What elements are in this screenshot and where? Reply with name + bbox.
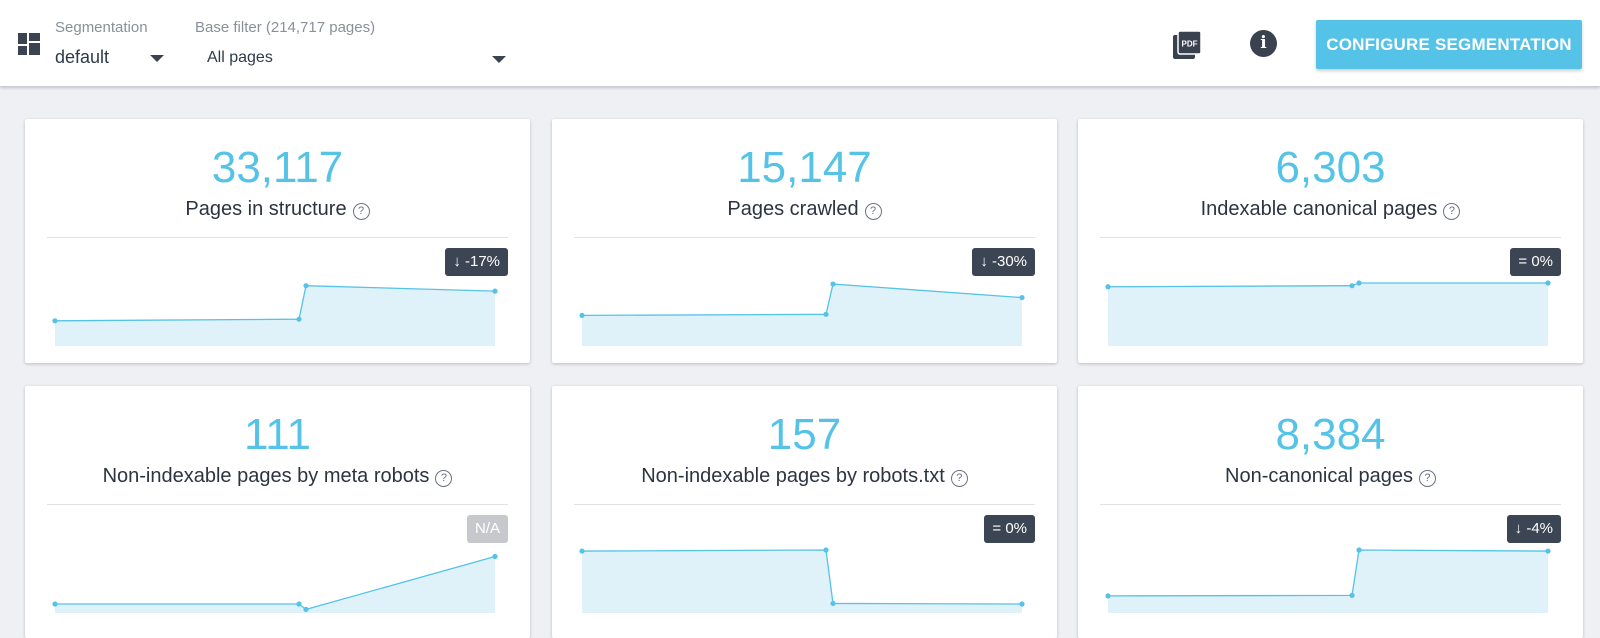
- metric-title-text: Indexable canonical pages: [1200, 198, 1438, 220]
- trend-badge: = 0%: [1510, 248, 1561, 276]
- segmentation-label: Segmentation: [55, 19, 148, 36]
- sparkline-line: [581, 549, 1023, 605]
- sparkline-chart: [52, 553, 498, 613]
- segmentation-dropdown[interactable]: default: [55, 47, 110, 67]
- sparkline-point[interactable]: [296, 316, 302, 322]
- sparkline-area: [582, 550, 1022, 613]
- sparkline-point[interactable]: [579, 548, 585, 554]
- divider: [574, 504, 1035, 505]
- configure-segmentation-button[interactable]: CONFIGURE SEGMENTATION: [1316, 20, 1582, 69]
- sparkline-area: [55, 556, 495, 613]
- metric-title-text: Pages crawled: [727, 198, 859, 220]
- segmentation-chevron-down-icon[interactable]: [150, 55, 164, 62]
- sparkline-point[interactable]: [1019, 294, 1025, 301]
- metric-value: 6,303: [1275, 143, 1386, 192]
- sparkline-point[interactable]: [579, 312, 585, 318]
- metric-value: 8,384: [1275, 410, 1386, 459]
- sparkline-chart: [579, 547, 1025, 613]
- sparkline-line: [54, 285, 496, 322]
- sparkline-point[interactable]: [296, 601, 302, 607]
- sparkline-area: [1108, 550, 1548, 613]
- svg-text:PDF: PDF: [1182, 40, 1198, 49]
- info-icon[interactable]: i: [1250, 30, 1277, 57]
- help-icon[interactable]: ?: [435, 470, 453, 487]
- divider: [1100, 237, 1561, 238]
- sparkline-line: [581, 283, 1023, 317]
- sparkline-line: [1107, 282, 1548, 288]
- metric-title: Non-indexable pages by meta robots?: [25, 465, 530, 488]
- sparkline-line: [1107, 549, 1549, 597]
- sparkline-chart: [579, 281, 1025, 346]
- pdf-export-icon[interactable]: PDF: [1172, 30, 1202, 60]
- metric-value: 15,147: [737, 143, 872, 192]
- metric-value: 111: [244, 410, 311, 459]
- sparkline-point[interactable]: [303, 606, 309, 612]
- sparkline-point[interactable]: [830, 281, 836, 287]
- sparkline-point[interactable]: [492, 288, 498, 294]
- metric-card-pages-crawled[interactable]: 15,147 Pages crawled? ↓ -30%: [552, 119, 1057, 363]
- metric-title: Indexable canonical pages?: [1078, 198, 1583, 221]
- top-toolbar: Segmentation default Base filter (214,71…: [0, 0, 1600, 87]
- sparkline-point[interactable]: [823, 547, 829, 553]
- sparkline-point[interactable]: [1105, 284, 1111, 290]
- help-icon[interactable]: ?: [864, 203, 882, 220]
- metric-title-text: Pages in structure: [185, 198, 347, 220]
- sparkline-point[interactable]: [830, 600, 836, 607]
- sparkline-point[interactable]: [1019, 601, 1025, 607]
- help-icon[interactable]: ?: [352, 203, 370, 220]
- sparkline-chart: [52, 283, 498, 346]
- sparkline-chart: [1105, 280, 1551, 346]
- trend-badge: N/A: [466, 515, 508, 543]
- sparkline-point[interactable]: [1356, 280, 1362, 286]
- sparkline-line: [55, 555, 496, 611]
- base-filter-label: Base filter (214,717 pages): [195, 19, 376, 36]
- sparkline-point[interactable]: [1105, 593, 1111, 599]
- metric-title: Non-canonical pages?: [1078, 465, 1583, 488]
- divider: [1100, 504, 1561, 505]
- trend-badge: ↓ -4%: [1506, 515, 1561, 543]
- metric-title-text: Non-indexable pages by meta robots: [102, 465, 430, 487]
- divider: [47, 504, 508, 505]
- sparkline-point[interactable]: [492, 553, 498, 560]
- sparkline-point[interactable]: [52, 601, 58, 607]
- help-icon[interactable]: ?: [950, 470, 968, 487]
- sparkline-area: [1108, 283, 1548, 346]
- divider: [47, 237, 508, 238]
- sparkline-point[interactable]: [1349, 283, 1355, 289]
- segmentation-dashboard-icon: [18, 33, 40, 55]
- sparkline-point[interactable]: [1349, 592, 1355, 598]
- metric-value: 33,117: [211, 143, 344, 192]
- metric-title-text: Non-canonical pages: [1225, 465, 1413, 487]
- metric-card-non-indexable-robots-txt[interactable]: 157 Non-indexable pages by robots.txt? =…: [552, 386, 1057, 638]
- metric-title: Pages crawled?: [552, 198, 1057, 221]
- sparkline-area: [55, 285, 495, 346]
- divider: [574, 237, 1035, 238]
- metric-title-text: Non-indexable pages by robots.txt: [641, 465, 945, 487]
- sparkline-point[interactable]: [823, 311, 829, 317]
- metric-card-pages-in-structure[interactable]: 33,117 Pages in structure? ↓ -17%: [25, 119, 530, 363]
- metric-title: Non-indexable pages by robots.txt?: [552, 465, 1057, 488]
- help-icon[interactable]: ?: [1443, 203, 1461, 220]
- sparkline-point[interactable]: [52, 318, 58, 324]
- sparkline-point[interactable]: [1545, 548, 1551, 554]
- metric-card-non-canonical-pages[interactable]: 8,384 Non-canonical pages? ↓ -4%: [1078, 386, 1583, 638]
- sparkline-point[interactable]: [303, 283, 309, 289]
- sparkline-point[interactable]: [1545, 280, 1551, 286]
- sparkline-point[interactable]: [1356, 547, 1362, 553]
- trend-badge: ↓ -30%: [972, 248, 1035, 276]
- trend-badge: ↓ -17%: [445, 248, 508, 276]
- sparkline-chart: [1105, 547, 1551, 613]
- metric-value: 157: [767, 410, 842, 459]
- help-icon[interactable]: ?: [1418, 470, 1436, 487]
- metric-card-non-indexable-meta-robots[interactable]: 111 Non-indexable pages by meta robots? …: [25, 386, 530, 638]
- base-filter-chevron-down-icon[interactable]: [492, 56, 506, 63]
- metric-title: Pages in structure?: [25, 198, 530, 221]
- trend-badge: = 0%: [984, 515, 1035, 543]
- base-filter-dropdown[interactable]: All pages: [207, 49, 273, 66]
- metric-card-indexable-canonical-pages[interactable]: 6,303 Indexable canonical pages? = 0%: [1078, 119, 1583, 363]
